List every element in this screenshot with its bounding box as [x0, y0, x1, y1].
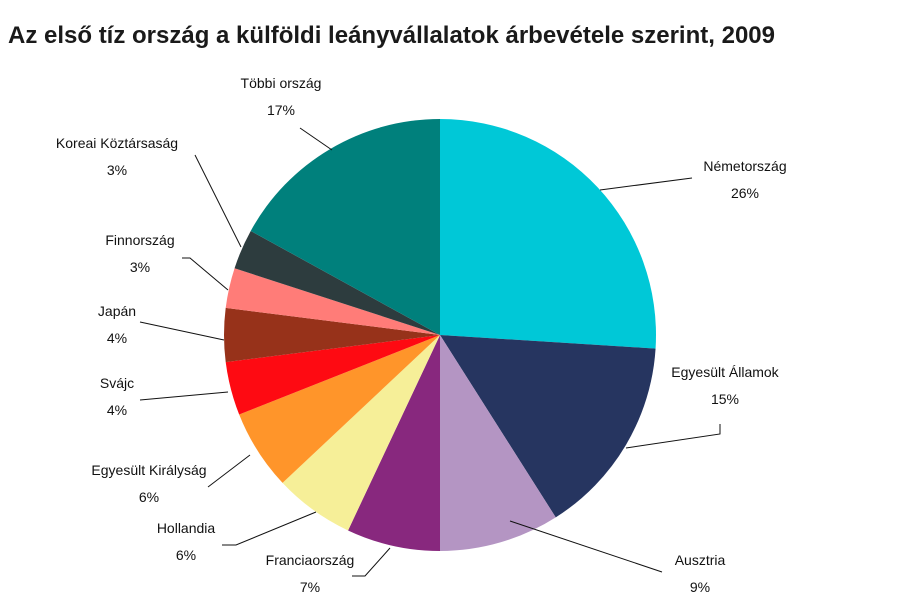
pie-slice-1: [440, 335, 656, 518]
leader-line-10: [299, 127, 333, 151]
slice-value-label: 6%: [139, 489, 159, 505]
slice-label: Egyesült Államok: [671, 364, 779, 380]
leader-line-9: [194, 154, 242, 248]
pie-slice-3: [348, 335, 440, 551]
pie-slice-2: [440, 335, 556, 551]
slice-value-label: 6%: [176, 547, 196, 563]
slice-label: Koreai Köztársaság: [56, 135, 178, 151]
slice-label: Hollandia: [157, 520, 216, 536]
pie-slice-4: [282, 335, 440, 531]
slice-label: Finnország: [105, 232, 174, 248]
pie-slice-7: [223, 307, 440, 363]
leader-line-6: [139, 391, 229, 401]
slice-value-label: 3%: [107, 162, 127, 178]
pie-slice-5: [239, 335, 440, 483]
leader-line-8: [182, 257, 229, 291]
slice-label: Németország: [703, 158, 786, 174]
slice-label: Franciaország: [266, 552, 355, 568]
pie-slice-9: [234, 230, 440, 335]
slice-value-label: 26%: [731, 185, 759, 201]
slice-value-label: 15%: [711, 391, 739, 407]
slice-label: Japán: [98, 303, 136, 319]
pie-slice-6: [225, 335, 440, 415]
pie-slice-10: [250, 119, 440, 335]
slice-value-label: 4%: [107, 330, 127, 346]
leader-line-7: [139, 321, 225, 341]
slice-value-label: 9%: [690, 579, 710, 595]
pie-slice-0: [440, 119, 656, 349]
slice-label: Többi ország: [241, 75, 322, 91]
slice-value-label: 7%: [300, 579, 320, 595]
slice-value-label: 4%: [107, 402, 127, 418]
leader-line-0: [599, 177, 693, 191]
leader-line-5: [207, 454, 251, 488]
leader-line-2: [509, 520, 663, 573]
chart-title: Az első tíz ország a külföldi leányválla…: [8, 22, 775, 49]
leader-line-4: [222, 511, 317, 546]
leader-line-3: [352, 547, 391, 577]
slice-value-label: 17%: [267, 102, 295, 118]
leader-line-1: [625, 424, 721, 449]
slice-label: Ausztria: [675, 552, 726, 568]
pie-slice-8: [225, 268, 440, 335]
slice-label: Svájc: [100, 375, 134, 391]
slice-label: Egyesült Királyság: [91, 462, 206, 478]
slice-value-label: 3%: [130, 259, 150, 275]
